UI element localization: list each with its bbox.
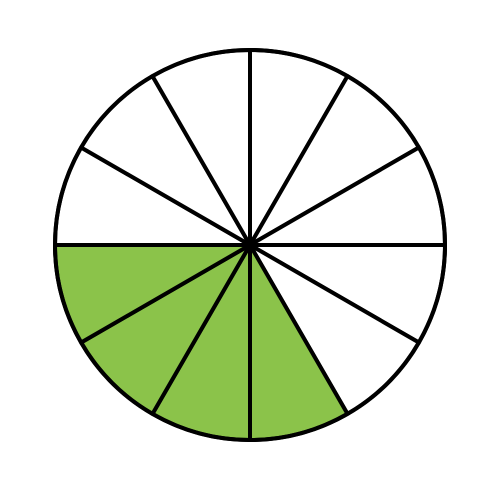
fraction-circle-svg (0, 0, 500, 500)
fraction-circle-diagram (0, 0, 500, 500)
